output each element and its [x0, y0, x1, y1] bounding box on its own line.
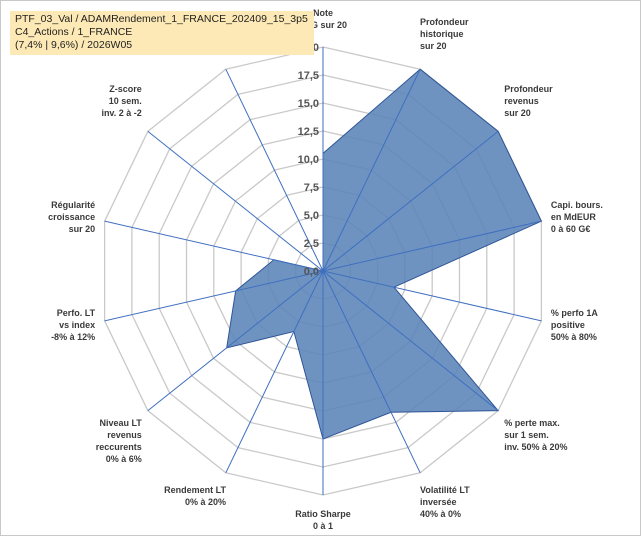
data-point-9	[225, 347, 227, 349]
axis-label-12: Z-score 10 sem. inv. 2 à -2	[101, 84, 141, 118]
axis-label-3-line-1: en MdEUR	[551, 212, 597, 222]
axis-label-0: Note ESG sur 20	[299, 8, 347, 30]
axis-label-8-line-0: Rendement LT	[164, 485, 226, 495]
axis-label-9: Niveau LT revenus reccurents 0% à 6%	[96, 418, 143, 464]
axis-label-5: % perte max. sur 1 sem. inv. 50% à 20%	[504, 418, 567, 452]
axis-spoke-5	[322, 270, 499, 412]
data-point-3	[540, 220, 542, 222]
axis-spoke-12	[147, 130, 324, 272]
axis-spoke-11	[104, 220, 324, 272]
tick-label-4: 10,0	[298, 154, 319, 166]
tick-label-1: 2,5	[304, 238, 319, 250]
axis-label-4-line-0: % perfo 1A	[551, 308, 599, 318]
data-point-0	[322, 152, 324, 154]
axis-label-4: % perfo 1A positive 50% à 80%	[551, 308, 599, 342]
data-series-area	[226, 68, 543, 440]
axis-label-10: Perfo. LT vs index -8% à 12%	[51, 308, 96, 342]
tick-label-6: 15,0	[298, 98, 319, 110]
axis-label-6-line-1: inversée	[420, 497, 457, 507]
axis-label-11-line-0: Régularité	[51, 200, 95, 210]
tick-label-2: 5,0	[304, 210, 319, 222]
axis-spoke-9	[147, 270, 324, 412]
tick-label-5: 12,5	[298, 126, 319, 138]
axis-spoke-2	[322, 130, 499, 272]
axis-label-2-line-2: sur 20	[504, 108, 531, 118]
info-box: PTF_03_Val / ADAMRendement_1_FRANCE_2024…	[10, 11, 314, 55]
axis-label-10-line-1: vs index	[59, 320, 95, 330]
axis-label-11-line-2: sur 20	[69, 224, 96, 234]
axis-label-4-line-1: positive	[551, 320, 585, 330]
axis-label-1: Profondeur historique sur 20	[420, 17, 469, 51]
axis-label-8-line-1: 0% à 20%	[185, 497, 226, 507]
axis-label-3-line-0: Capi. bours.	[551, 200, 603, 210]
axis-spoke-8	[225, 270, 324, 474]
axis-label-0-line-0: Note	[313, 8, 333, 18]
axis-label-11-line-1: croissance	[48, 212, 95, 222]
axis-label-3-line-2: 0 à 60 G€	[551, 224, 591, 234]
axis-label-9-line-2: reccurents	[96, 442, 142, 452]
axis-label-10-line-0: Perfo. LT	[57, 308, 96, 318]
axis-label-7-line-1: 0 à 1	[313, 521, 333, 531]
axis-label-2-line-1: revenus	[504, 96, 539, 106]
axis-label-6-line-2: 40% à 0%	[420, 509, 461, 519]
axis-label-12-line-1: 10 sem.	[109, 96, 142, 106]
axis-label-5-line-0: % perte max.	[504, 418, 560, 428]
axis-spoke-13	[225, 68, 324, 272]
info-line-3: (7,4% | 9,6%) / 2026W05	[15, 39, 133, 51]
axis-label-1-line-0: Profondeur	[420, 17, 469, 27]
info-line-1: PTF_03_Val / ADAMRendement_1_FRANCE_2024…	[15, 13, 308, 25]
tick-label-3: 7,5	[304, 182, 319, 194]
data-point-10	[234, 290, 236, 292]
axis-spoke-1	[322, 68, 421, 272]
tick-label-7: 17,5	[298, 70, 319, 82]
axis-label-1-line-2: sur 20	[420, 41, 447, 51]
data-point-4	[393, 286, 395, 288]
data-point-2	[497, 130, 499, 132]
axis-spoke-10	[104, 270, 324, 322]
axis-spoke-3	[322, 220, 542, 272]
axis-label-7-line-0: Ratio Sharpe	[295, 509, 351, 519]
axis-label-5-line-2: inv. 50% à 20%	[504, 442, 567, 452]
axis-label-9-line-3: 0% à 6%	[106, 454, 142, 464]
axis-label-0-line-1: ESG sur 20	[299, 20, 347, 30]
data-point-7	[322, 438, 324, 440]
axis-label-2-line-0: Profondeur	[504, 84, 553, 94]
axis-label-10-line-2: -8% à 12%	[51, 332, 95, 342]
axis-label-9-line-0: Niveau LT	[99, 418, 142, 428]
axis-spoke-6	[322, 270, 421, 474]
axis-label-2: Profondeur revenus sur 20	[504, 84, 553, 118]
axis-label-9-line-1: revenus	[107, 430, 142, 440]
axis-label-7: Ratio Sharpe 0 à 1	[295, 509, 351, 531]
axis-label-12-line-2: inv. 2 à -2	[101, 108, 141, 118]
data-point-8	[293, 330, 295, 332]
axis-label-4-line-2: 50% à 80%	[551, 332, 597, 342]
axis-label-1-line-1: historique	[420, 29, 464, 39]
axis-label-12-line-0: Z-score	[109, 84, 142, 94]
axis-label-5-line-1: sur 1 sem.	[504, 430, 549, 440]
data-point-13	[322, 270, 324, 272]
data-point-6	[390, 411, 392, 413]
data-point-1	[419, 68, 421, 70]
axis-label-11: Régularité croissance sur 20	[48, 200, 95, 234]
info-line-2: C4_Actions / 1_FRANCE	[15, 26, 133, 38]
axis-label-3: Capi. bours. en MdEUR 0 à 60 G€	[551, 200, 603, 234]
data-point-5	[497, 409, 499, 411]
axis-label-6-line-0: Volatilité LT	[420, 485, 470, 495]
data-point-11	[273, 259, 275, 261]
axis-label-6: Volatilité LT inversée 40% à 0%	[420, 485, 470, 519]
axis-spoke-4	[322, 270, 542, 322]
tick-label-0: 0,0	[304, 266, 319, 278]
axis-label-8: Rendement LT 0% à 20%	[164, 485, 226, 507]
